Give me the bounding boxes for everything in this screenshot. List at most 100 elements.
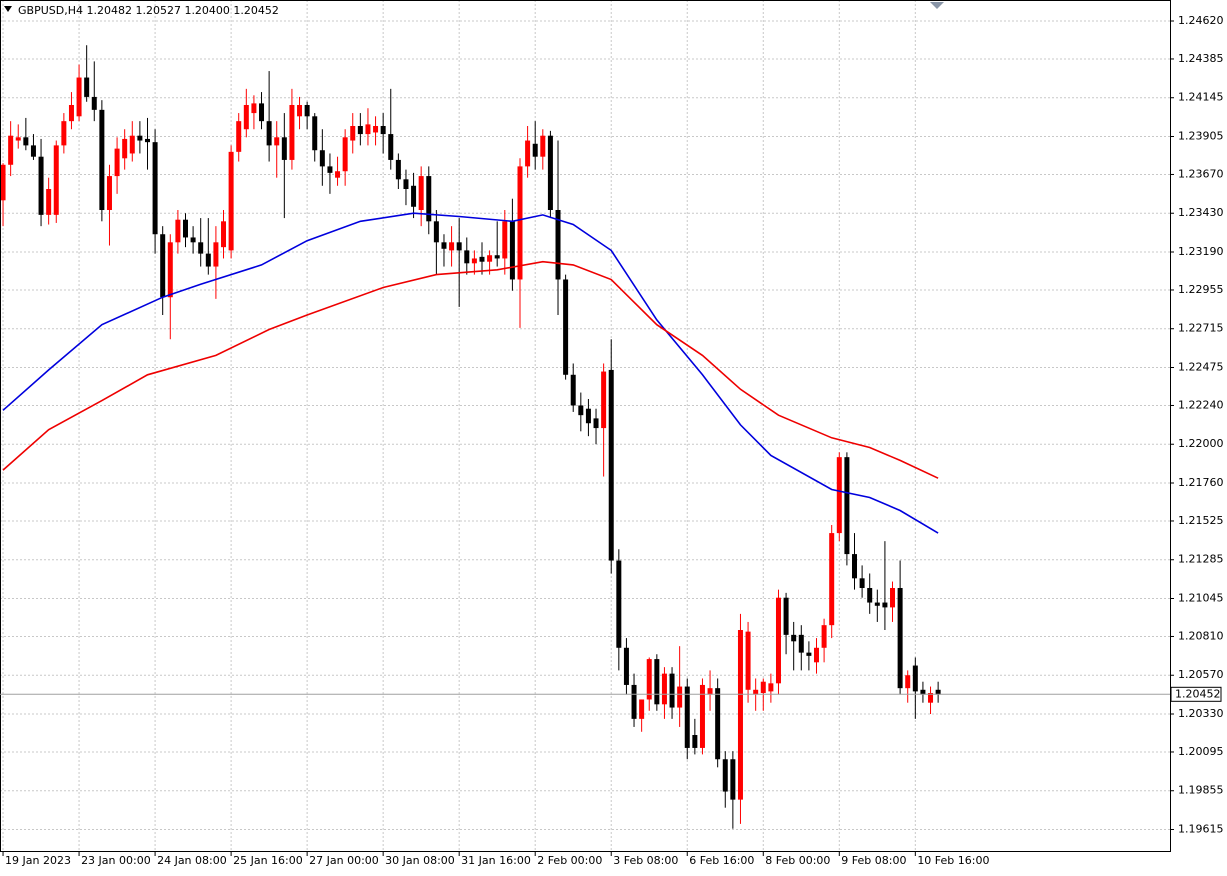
- candle-body: [433, 221, 439, 243]
- candle-body: [304, 105, 310, 117]
- candle-body: [517, 166, 523, 280]
- candle-body: [0, 164, 6, 201]
- candle-body: [228, 151, 234, 251]
- x-tick-label: 9 Feb 08:00: [841, 854, 906, 867]
- candle-body: [623, 647, 629, 685]
- candle-body: [821, 625, 827, 648]
- candle-body: [935, 689, 941, 695]
- candle-body: [312, 116, 318, 151]
- candle-body: [852, 554, 858, 579]
- x-tick-label: 2 Feb 00:00: [537, 854, 602, 867]
- y-tick-label: 1.20095: [1178, 745, 1224, 758]
- x-tick-label: 24 Jan 08:00: [157, 854, 227, 867]
- candle-body: [722, 759, 728, 792]
- candle-body: [654, 659, 660, 705]
- candle-body: [236, 121, 242, 152]
- candle-body: [920, 689, 926, 695]
- candle-body: [890, 588, 896, 608]
- candle-body: [8, 135, 14, 165]
- candle-body: [327, 166, 333, 173]
- y-tick-label: 1.24385: [1178, 52, 1224, 65]
- candle-body: [243, 105, 249, 130]
- x-tick-label: 8 Feb 00:00: [765, 854, 830, 867]
- candle-body: [699, 684, 705, 748]
- last-price-box: [1170, 686, 1222, 702]
- candle-body: [646, 659, 652, 700]
- y-tick-label: 1.23905: [1178, 130, 1224, 143]
- candle-body: [350, 126, 356, 141]
- candle-body: [426, 176, 432, 222]
- candle-body: [715, 688, 721, 760]
- candle-body: [905, 675, 911, 689]
- x-tick-label: 10 Feb 16:00: [917, 854, 989, 867]
- candle-body: [152, 142, 158, 235]
- candle-body: [859, 578, 865, 589]
- candle-body: [213, 242, 219, 267]
- candle-body: [449, 242, 455, 251]
- candle-body: [745, 631, 751, 690]
- candle-body: [30, 145, 36, 157]
- candle-body: [867, 588, 873, 603]
- candle-body: [639, 699, 645, 719]
- candle-body: [616, 560, 622, 648]
- y-tick-label: 1.22000: [1178, 437, 1224, 450]
- x-tick-label: 30 Jan 08:00: [385, 854, 455, 867]
- candle-body: [677, 686, 683, 708]
- candle-body: [281, 137, 287, 160]
- candle-body: [737, 630, 743, 800]
- candle-body: [547, 135, 553, 211]
- y-tick-label: 1.20330: [1178, 707, 1224, 720]
- last-price-label: 1.20452: [1175, 687, 1221, 700]
- candle-body: [730, 759, 736, 800]
- candle-body: [175, 219, 181, 243]
- candle-body: [335, 171, 341, 178]
- candle-body: [608, 369, 614, 561]
- candle-body: [418, 176, 424, 211]
- candle-body: [593, 418, 599, 429]
- candle-body: [798, 634, 804, 653]
- shift-marker: [930, 2, 944, 9]
- candle-body: [882, 602, 888, 608]
- candle-body: [813, 647, 819, 663]
- moving-average: [2, 212, 939, 534]
- y-tick-label: 1.24145: [1178, 91, 1224, 104]
- candle-body: [221, 221, 227, 248]
- candle-body: [897, 588, 903, 689]
- candle-body: [91, 96, 97, 110]
- candle-body: [403, 179, 409, 190]
- x-tick-label: 25 Jan 16:00: [233, 854, 303, 867]
- x-tick-label: 27 Jan 00:00: [309, 854, 379, 867]
- candle-body: [68, 105, 74, 122]
- candle-body: [259, 103, 265, 122]
- candle-body: [928, 693, 934, 703]
- candle-body: [76, 77, 82, 117]
- candle-body: [661, 673, 667, 705]
- candle-body: [388, 134, 394, 160]
- candle-body: [144, 138, 150, 143]
- y-tick-label: 1.21525: [1178, 514, 1224, 527]
- candle-body: [190, 237, 196, 243]
- x-tick-label: 31 Jan 16:00: [461, 854, 531, 867]
- moving-average: [2, 260, 939, 479]
- candle-body: [274, 137, 280, 146]
- candle-body: [61, 121, 67, 146]
- candle-body: [266, 121, 272, 146]
- candle-body: [251, 103, 257, 114]
- candle-body: [912, 665, 918, 692]
- candle-body: [289, 105, 295, 160]
- menu-arrow[interactable]: [4, 6, 12, 12]
- candle-body: [669, 673, 675, 708]
- y-tick-label: 1.20810: [1178, 629, 1224, 642]
- candle-body: [160, 234, 166, 298]
- y-tick-label: 1.22475: [1178, 361, 1224, 374]
- candle-body: [540, 135, 546, 157]
- y-tick-label: 1.23190: [1178, 245, 1224, 258]
- candle-body: [84, 77, 90, 97]
- candle-body: [106, 176, 112, 211]
- candle-body: [441, 242, 447, 249]
- candle-body: [395, 159, 401, 180]
- candle-body: [525, 140, 531, 167]
- candle-body: [585, 408, 591, 424]
- x-tick-label: 3 Feb 08:00: [613, 854, 678, 867]
- candle-body: [874, 602, 880, 606]
